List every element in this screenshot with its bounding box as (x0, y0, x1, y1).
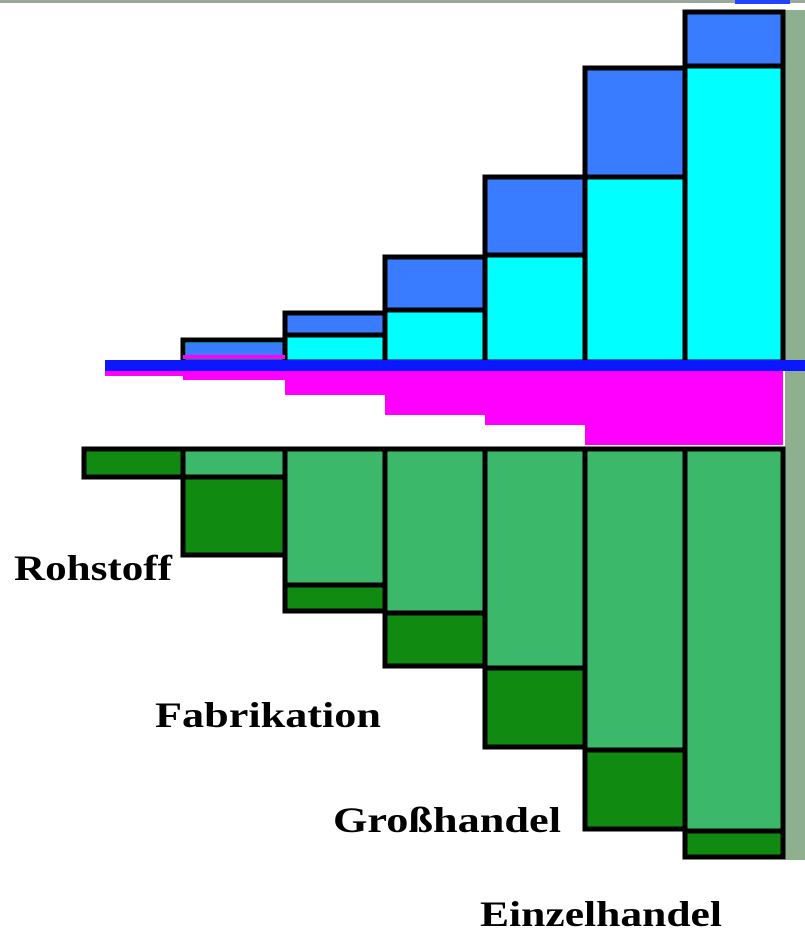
col-top (482, 446, 588, 671)
col-top (482, 174, 588, 258)
col-top (282, 310, 388, 338)
label: Rohstoff (14, 548, 173, 588)
col-top (682, 9, 786, 69)
col-top (382, 446, 488, 616)
side-bar (785, 10, 805, 860)
col-top (582, 65, 688, 180)
upper-columns (180, 9, 786, 365)
label: Einzelhandel (480, 894, 722, 931)
col-top (382, 254, 488, 313)
top-link (735, 0, 790, 4)
magenta-area (105, 371, 783, 445)
blue-line (105, 360, 805, 371)
lower-columns (81, 446, 786, 860)
magenta-line (183, 355, 285, 359)
col-top (582, 446, 688, 753)
label: Großhandel (333, 800, 561, 840)
col (81, 446, 186, 480)
col-top (282, 446, 388, 588)
col-top (180, 446, 288, 480)
col-top (186, 343, 283, 355)
top-border (0, 0, 805, 3)
label: Fabrikation (155, 695, 381, 735)
col-top (682, 446, 786, 834)
